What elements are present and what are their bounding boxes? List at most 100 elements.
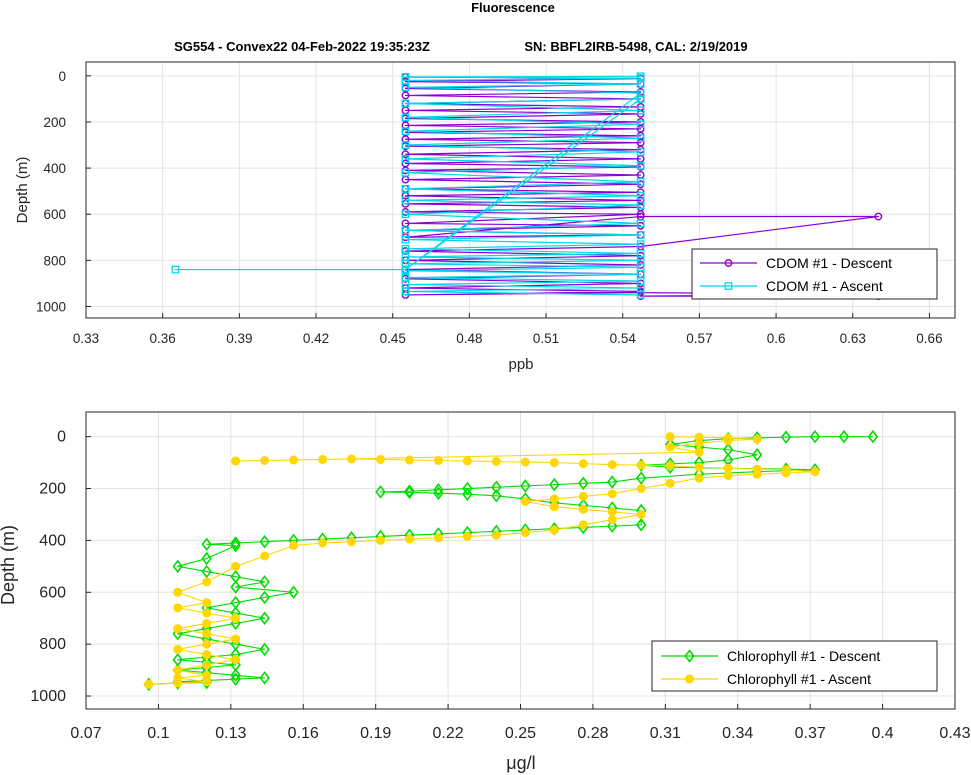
data-point xyxy=(376,454,385,464)
data-point xyxy=(231,655,241,665)
legend-marker xyxy=(684,649,695,663)
data-point xyxy=(636,95,645,103)
x-tick-label: 0.31 xyxy=(650,725,681,742)
x-tick-label: 0.4 xyxy=(871,725,893,742)
figure-title: Fluorescence xyxy=(471,0,555,15)
data-point xyxy=(665,442,675,452)
data-point xyxy=(462,456,472,466)
data-point xyxy=(404,455,414,465)
chlorophyll-legend-label-descent: Chlorophyll #1 - Descent xyxy=(727,648,880,664)
cdom-panel: 0.33 0.36 0.39 0.42 0.45 0.48 0.51 0.54 0.57 0.6 0… xyxy=(14,61,956,373)
data-point xyxy=(401,235,410,244)
data-point xyxy=(201,564,212,579)
x-tick-label: 0.39 xyxy=(226,331,252,346)
data-point xyxy=(173,644,183,654)
data-point xyxy=(433,483,444,497)
data-point xyxy=(636,178,645,186)
data-point xyxy=(578,459,588,469)
data-point xyxy=(260,456,270,465)
x-tick-label: 0.54 xyxy=(610,331,637,346)
data-point xyxy=(202,577,212,587)
x-tick-label: 0.13 xyxy=(215,725,246,742)
data-point xyxy=(549,502,559,512)
data-point xyxy=(636,80,645,88)
data-point xyxy=(230,580,241,594)
cdom-legend: CDOM #1 - Descent CDOM #1 - Ascent xyxy=(691,248,938,300)
data-point xyxy=(173,665,183,675)
y-tick-label: 1000 xyxy=(30,688,66,705)
chlorophyll-legend-entry-descent: Chlorophyll #1 - Descent xyxy=(661,648,880,664)
data-point xyxy=(810,467,820,477)
data-point xyxy=(636,240,645,249)
data-point xyxy=(433,486,444,500)
data-point xyxy=(809,429,821,444)
data-point xyxy=(401,73,410,81)
data-point xyxy=(401,141,410,149)
x-tick-label: 0.63 xyxy=(840,331,866,346)
data-point xyxy=(636,120,645,129)
x-tick-label: 0.33 xyxy=(73,331,99,346)
data-point xyxy=(231,634,241,644)
data-point xyxy=(520,496,530,506)
y-tick-label: 400 xyxy=(39,532,66,549)
legend-marker xyxy=(724,259,733,267)
x-tick-label: 0.25 xyxy=(505,725,536,742)
data-point xyxy=(259,642,270,657)
data-point xyxy=(347,537,357,547)
cdom-ticks: 0.33 0.36 0.39 0.42 0.45 0.48 0.51 0.54 0.57 0.6 0… xyxy=(36,69,943,346)
data-point xyxy=(318,454,328,464)
data-point xyxy=(549,494,559,504)
data-point xyxy=(230,538,241,553)
data-point xyxy=(288,585,299,600)
data-point xyxy=(520,528,530,538)
data-point xyxy=(491,489,502,503)
data-point xyxy=(607,519,618,533)
data-point xyxy=(401,150,410,159)
data-point xyxy=(401,252,410,261)
data-point xyxy=(607,507,617,517)
x-tick-label: 0.1 xyxy=(147,725,169,742)
data-point xyxy=(171,265,180,274)
data-point xyxy=(230,536,241,550)
data-point xyxy=(491,457,501,467)
x-tick-label: 0.28 xyxy=(577,725,608,742)
data-point xyxy=(289,541,299,551)
data-point xyxy=(867,429,879,444)
data-point xyxy=(723,463,733,473)
data-point xyxy=(404,534,414,544)
data-point xyxy=(694,447,704,457)
data-point xyxy=(607,460,617,470)
data-point xyxy=(259,534,270,549)
data-point xyxy=(401,168,410,177)
data-point xyxy=(401,244,410,253)
chlorophyll-panel: 0.07 0.1 0.13 0.16 0.19 0.22 0.25 0.28 0.31 0.34 0… xyxy=(0,411,971,773)
data-point xyxy=(202,650,212,660)
data-point xyxy=(376,535,385,545)
x-tick-label: 0.16 xyxy=(288,725,319,742)
chlorophyll-x-axis-label: μg/l xyxy=(506,753,535,773)
data-point xyxy=(636,72,645,81)
data-point xyxy=(636,249,645,258)
data-point xyxy=(549,477,560,492)
data-point xyxy=(636,148,645,156)
data-point xyxy=(259,575,270,589)
data-point xyxy=(607,475,618,489)
y-tick-label: 1000 xyxy=(36,299,66,314)
data-point xyxy=(462,481,473,496)
data-point xyxy=(375,485,386,499)
data-point xyxy=(202,618,212,628)
cdom-series xyxy=(171,72,883,301)
data-point xyxy=(259,671,270,685)
data-point xyxy=(723,433,733,443)
data-point xyxy=(202,608,212,618)
data-point xyxy=(202,660,212,670)
data-point xyxy=(173,673,183,683)
data-point xyxy=(401,99,410,108)
data-point xyxy=(635,471,647,485)
series-line-1 xyxy=(148,436,816,685)
data-point xyxy=(491,480,502,494)
data-point xyxy=(401,226,410,235)
data-point xyxy=(636,509,646,519)
data-point xyxy=(578,491,588,501)
